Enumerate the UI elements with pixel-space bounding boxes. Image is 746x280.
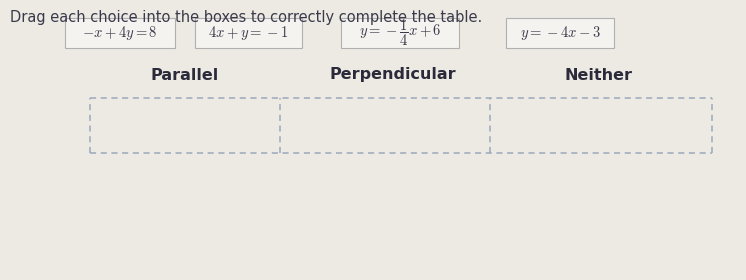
Text: Perpendicular: Perpendicular (330, 67, 457, 83)
Text: Drag each choice into the boxes to correctly complete the table.: Drag each choice into the boxes to corre… (10, 10, 482, 25)
Text: $-x + 4y = 8$: $-x + 4y = 8$ (82, 24, 158, 42)
FancyBboxPatch shape (65, 18, 175, 48)
Text: $4x + y = -1$: $4x + y = -1$ (208, 24, 288, 42)
FancyBboxPatch shape (506, 18, 614, 48)
Text: Neither: Neither (564, 67, 632, 83)
Text: $y = -\dfrac{1}{4}x + 6$: $y = -\dfrac{1}{4}x + 6$ (359, 18, 442, 48)
FancyBboxPatch shape (195, 18, 301, 48)
Text: Parallel: Parallel (151, 67, 219, 83)
Text: $y = -4x - 3$: $y = -4x - 3$ (520, 24, 601, 42)
FancyBboxPatch shape (341, 18, 459, 48)
